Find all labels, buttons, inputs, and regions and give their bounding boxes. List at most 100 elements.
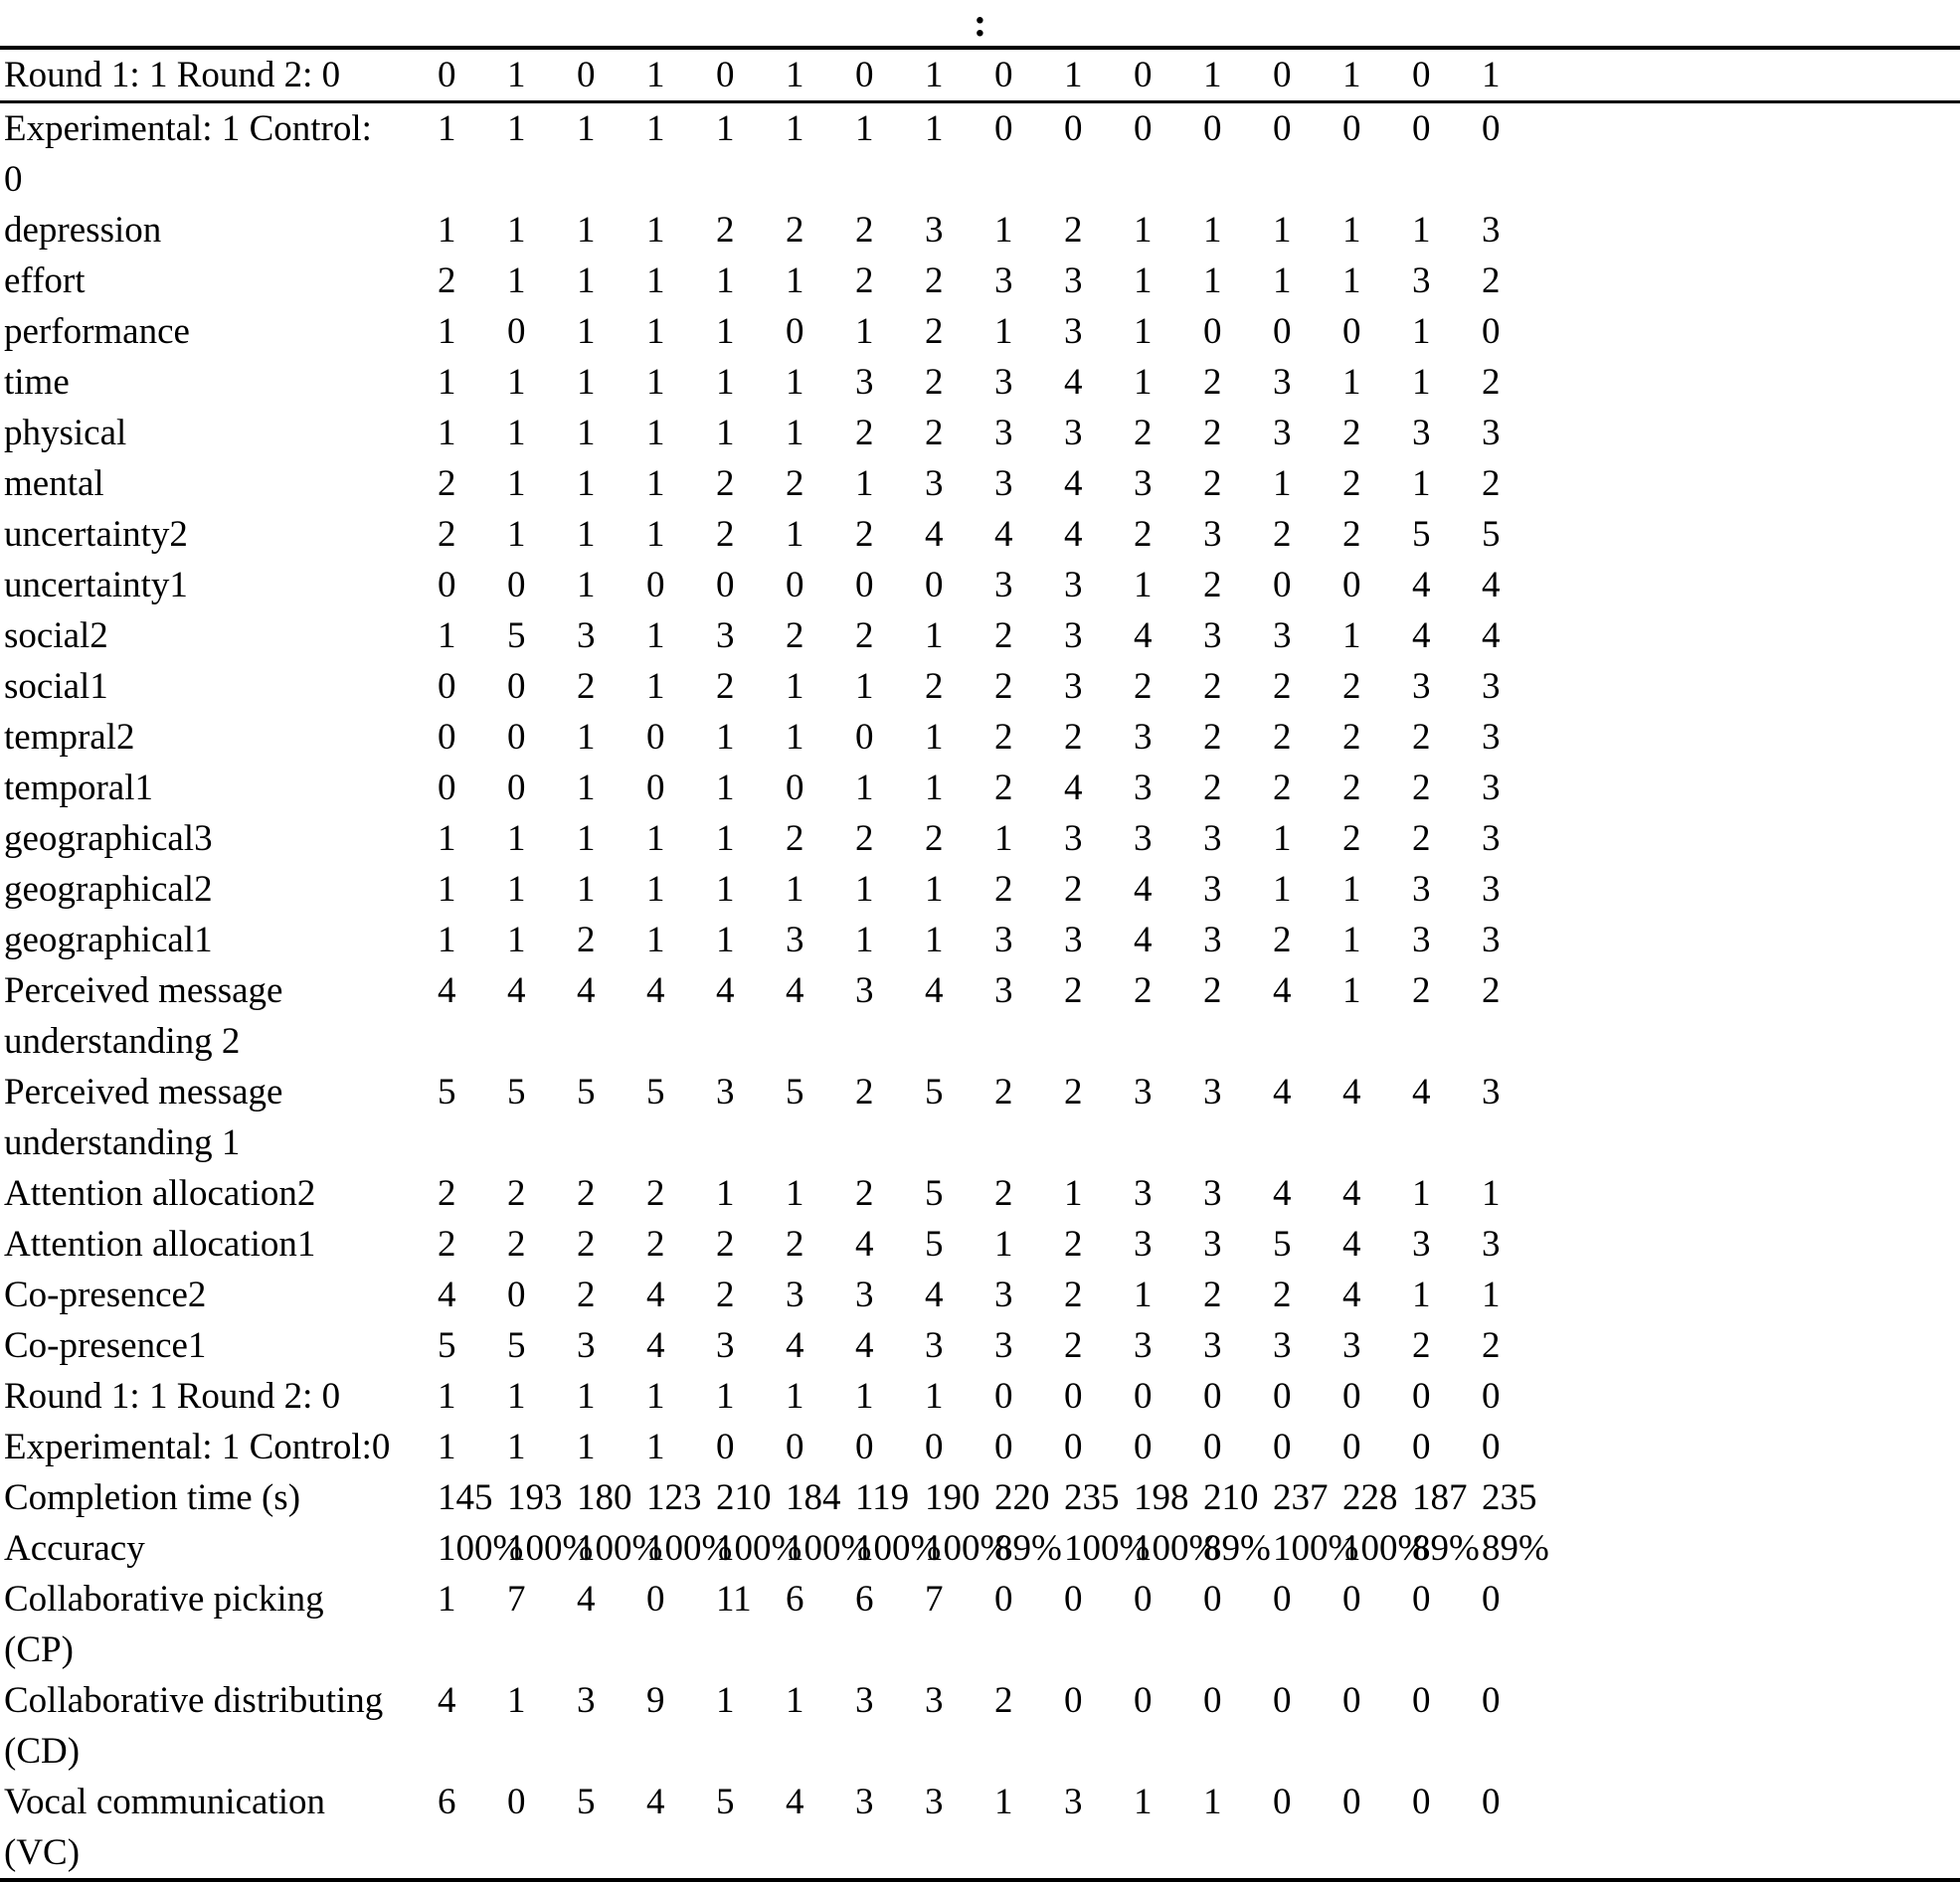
row-label: geographical1	[4, 920, 213, 960]
cell: 1	[855, 108, 874, 149]
cell: 2	[1203, 970, 1222, 1011]
cell: 6	[786, 1579, 804, 1620]
cell: 2	[1412, 717, 1431, 758]
row-label: Co-presence2	[4, 1275, 207, 1315]
cell: 1	[577, 818, 596, 859]
cell: 1	[1273, 260, 1292, 301]
cell: 1	[1342, 48, 1412, 103]
filler-cell	[1551, 965, 1960, 1067]
table-row: Perceived message understanding 2 4 4 4 4 4 4 3…	[0, 965, 1960, 1067]
cell: 2	[1482, 362, 1501, 403]
cell: 2	[1273, 1275, 1292, 1315]
table-row: Collaborative distributing (CD) 4 1 3 9 1 1 3 3 2…	[0, 1675, 1960, 1777]
cell: 4	[438, 1680, 456, 1721]
cell: 0	[1342, 1427, 1361, 1467]
table-row: Experimental: 1 Control: 0 1 1 1 1 1 1 1 1 0 0 0 0 0 0…	[0, 102, 1960, 206]
cell: 1	[716, 362, 735, 403]
cell: 89%	[1203, 1528, 1271, 1569]
cell: 1	[786, 260, 804, 301]
cell: 3	[1482, 818, 1501, 859]
cell: 3	[1482, 869, 1501, 910]
cell: 1	[507, 514, 526, 555]
row-label: Completion time (s)	[4, 1477, 301, 1518]
cell: 2	[1342, 463, 1361, 504]
cell: 4	[1482, 615, 1501, 656]
row-label: Perceived message understanding 1	[4, 1072, 283, 1163]
cell: 0	[438, 565, 456, 605]
filler-cell	[1551, 1675, 1960, 1777]
cell: 1	[716, 1173, 735, 1214]
filler-cell	[1551, 48, 1960, 103]
cell: 2	[925, 362, 944, 403]
cell: 1	[646, 413, 665, 453]
cell: 2	[1342, 413, 1361, 453]
cell: 3	[1134, 1072, 1153, 1112]
cell: 1	[716, 768, 735, 808]
cell: 2	[855, 210, 874, 251]
cell: 1	[438, 108, 456, 149]
cell: 3	[1064, 565, 1083, 605]
cell: 0	[507, 717, 526, 758]
cell: 2	[1273, 666, 1292, 707]
cell: 1	[1134, 260, 1153, 301]
filler-cell	[1551, 864, 1960, 915]
cell: 1	[786, 717, 804, 758]
cell: 1	[507, 413, 526, 453]
cell: 4	[646, 1275, 665, 1315]
table-row: uncertainty2 2 1 1 1 2 1 2 4 4 4 2 3 2 2 5 5	[0, 509, 1960, 560]
cell: 100%	[1064, 1528, 1151, 1569]
filler-cell	[1551, 102, 1960, 206]
cell: 2	[786, 1224, 804, 1265]
cell: 0	[1412, 1376, 1431, 1417]
cell: 1	[507, 818, 526, 859]
cell: 3	[1064, 260, 1083, 301]
cell: 2	[646, 1224, 665, 1265]
cell: 2	[1412, 1325, 1431, 1366]
cell: 3	[1412, 666, 1431, 707]
cell: 2	[438, 1224, 456, 1265]
filler-cell	[1551, 458, 1960, 509]
cell: 2	[1273, 920, 1292, 960]
table-row: Completion time (s) 145 193 180 123 210 184 119…	[0, 1472, 1960, 1523]
cell: 4	[577, 970, 596, 1011]
cell: 0	[1342, 1579, 1361, 1620]
cell: 11	[716, 1579, 752, 1620]
cell: 3	[855, 970, 874, 1011]
cell: 3	[1273, 362, 1292, 403]
cell: 0	[1412, 1579, 1431, 1620]
cell: 0	[507, 1275, 526, 1315]
cell: 2	[786, 210, 804, 251]
row-label: time	[4, 362, 70, 403]
cell: 190	[925, 1477, 980, 1518]
cell: 2	[994, 869, 1013, 910]
cell: 5	[507, 615, 526, 656]
cell: 3	[1134, 768, 1153, 808]
cell: 4	[925, 1275, 944, 1315]
cell: 1	[786, 362, 804, 403]
cell: 9	[646, 1680, 665, 1721]
cell: 0	[1412, 1782, 1431, 1822]
cell: 2	[925, 666, 944, 707]
table-row: Co-presence1 5 5 3 4 3 4 4 3 3 2 3 3 3 3 2 2	[0, 1320, 1960, 1371]
cell: 1	[577, 413, 596, 453]
cell: 1	[716, 717, 735, 758]
cell: 3	[1064, 1782, 1083, 1822]
cell: 0	[1134, 48, 1203, 103]
filler-cell	[1551, 712, 1960, 763]
cell: 5	[925, 1224, 944, 1265]
cell: 4	[1273, 1072, 1292, 1112]
cell: 0	[1412, 108, 1431, 149]
table-row: effort 2 1 1 1 1 1 2 2 3 3 1 1 1 1 3 2	[0, 256, 1960, 306]
cell: 1	[855, 666, 874, 707]
filler-cell	[1551, 1320, 1960, 1371]
cell: 0	[716, 1427, 735, 1467]
cell: 3	[786, 920, 804, 960]
cell: 2	[1064, 210, 1083, 251]
cell: 1	[855, 1376, 874, 1417]
cell: 1	[1342, 920, 1361, 960]
cell: 3	[1064, 311, 1083, 352]
cell: 237	[1273, 1477, 1329, 1518]
cell: 1	[1273, 869, 1292, 910]
cell: 1	[577, 463, 596, 504]
cell: 1	[786, 108, 804, 149]
